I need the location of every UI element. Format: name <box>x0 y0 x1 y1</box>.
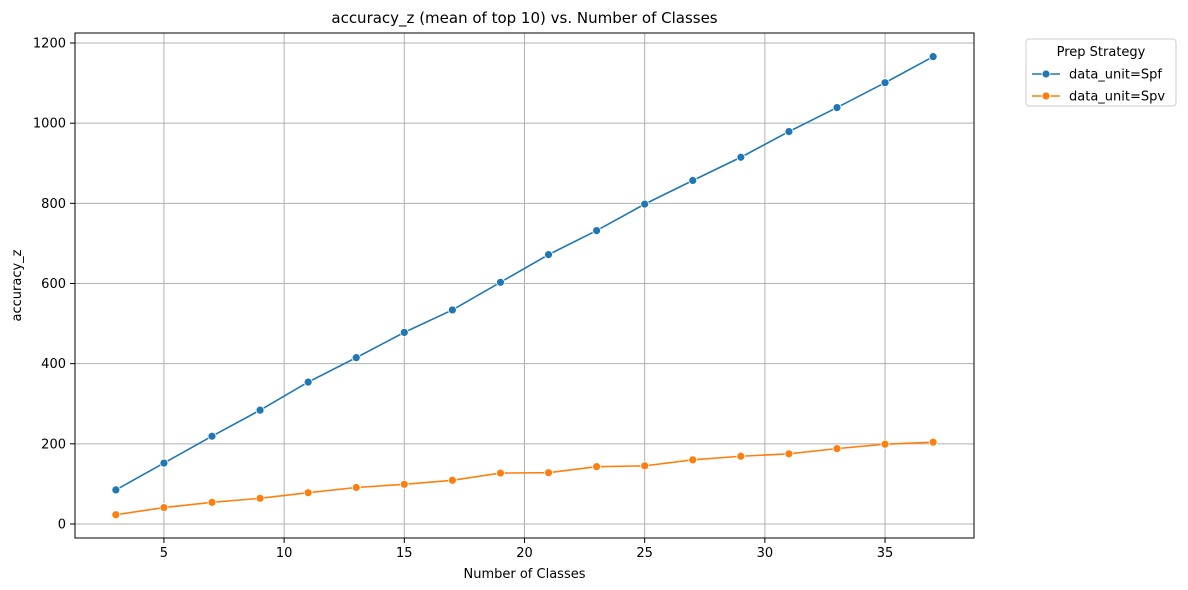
y-tick-label: 1200 <box>33 37 66 52</box>
legend-label-1: data_unit=Spv <box>1069 90 1165 105</box>
data-point <box>736 451 746 461</box>
data-point <box>592 462 602 472</box>
data-point <box>159 503 169 512</box>
y-axis-label: accuracy_z <box>10 249 25 321</box>
x-tick-label: 10 <box>276 546 293 561</box>
data-point <box>207 431 217 441</box>
series-line-1 <box>115 441 934 516</box>
y-tick-label: 1000 <box>33 117 66 132</box>
data-point <box>496 277 505 287</box>
data-point <box>832 103 842 112</box>
data-point <box>303 377 313 387</box>
data-point <box>784 449 794 459</box>
data-point <box>496 468 505 478</box>
legend-title: Prep Strategy <box>1057 45 1146 60</box>
x-axis-label: Number of Classes <box>464 567 586 582</box>
series-layer <box>111 52 938 520</box>
data-point <box>928 437 938 447</box>
data-point <box>159 458 169 468</box>
data-point <box>111 510 121 520</box>
legend-marker-0 <box>1041 69 1051 79</box>
x-tick-label: 35 <box>877 546 894 561</box>
data-point <box>447 305 457 315</box>
data-point <box>351 353 361 363</box>
data-point <box>688 455 698 465</box>
data-point <box>255 405 265 415</box>
data-point <box>880 439 890 449</box>
data-point <box>688 176 698 185</box>
y-tick-label: 200 <box>41 437 66 452</box>
x-tick-label: 15 <box>396 546 413 561</box>
data-point <box>928 52 938 62</box>
data-point <box>832 444 842 454</box>
data-point <box>303 488 313 498</box>
x-tick-label: 5 <box>160 546 168 561</box>
data-point <box>640 461 650 471</box>
grid-lines <box>75 33 974 538</box>
y-tick-label: 400 <box>41 357 66 372</box>
legend-items: data_unit=Spf data_unit=Spv <box>1032 68 1165 105</box>
y-tick-label: 0 <box>58 517 66 532</box>
y-axis-ticks: 0 200 400 600 800 1000 1200 <box>33 37 75 532</box>
legend-box <box>1025 38 1177 107</box>
data-point <box>880 78 890 88</box>
data-point <box>784 127 794 136</box>
y-tick-label: 800 <box>41 197 66 212</box>
data-point <box>399 327 409 337</box>
data-point <box>592 226 602 235</box>
x-tick-label: 20 <box>516 546 533 561</box>
data-point <box>351 483 361 492</box>
data-point <box>736 152 746 162</box>
data-point <box>544 250 553 260</box>
data-point <box>111 485 121 495</box>
x-tick-label: 25 <box>636 546 653 561</box>
legend: Prep Strategy data_unit=Spf data_unit=Spv <box>1025 38 1177 107</box>
chart-title: accuracy_z (mean of top 10) vs. Number o… <box>331 9 717 28</box>
x-axis-ticks: 5 10 15 20 25 30 35 <box>160 538 894 561</box>
legend-label-0: data_unit=Spf <box>1069 68 1162 83</box>
data-point <box>207 497 217 507</box>
data-point <box>447 475 457 485</box>
data-point <box>544 468 553 478</box>
legend-marker-1 <box>1041 91 1051 101</box>
data-point <box>399 479 409 489</box>
y-tick-label: 600 <box>41 277 66 292</box>
data-point <box>255 493 265 503</box>
series-line-0 <box>115 55 934 491</box>
x-tick-label: 30 <box>757 546 774 561</box>
data-point <box>640 199 650 209</box>
